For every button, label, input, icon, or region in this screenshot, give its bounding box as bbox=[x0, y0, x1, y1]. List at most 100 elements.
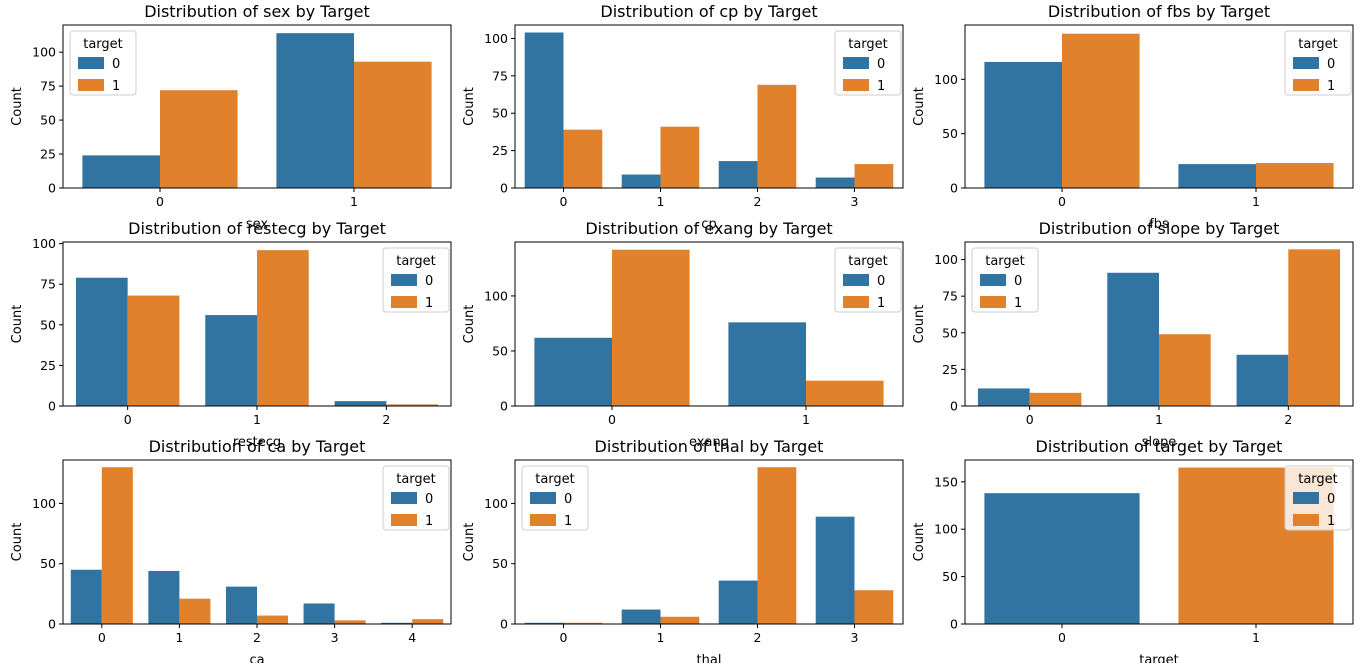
y-tick-label: 25 bbox=[492, 143, 508, 158]
x-axis-label: sex bbox=[246, 217, 269, 232]
legend-title: target bbox=[396, 254, 436, 269]
bar-cp-1-target-0 bbox=[621, 174, 661, 188]
legend-swatch-1 bbox=[530, 514, 556, 526]
bar-thal-1-target-1 bbox=[660, 616, 700, 624]
legend-swatch-1 bbox=[391, 296, 417, 308]
legend-entry-label: 0 bbox=[425, 492, 433, 507]
bar-ca-4-target-1 bbox=[412, 619, 444, 624]
axes-frame bbox=[964, 459, 1354, 625]
bar-slope-0-target-1 bbox=[1029, 392, 1082, 406]
legend: target 0 1 bbox=[382, 247, 450, 313]
x-tick-label: 3 bbox=[851, 194, 859, 209]
legend-title: target bbox=[848, 37, 888, 52]
y-tick-label: 50 bbox=[492, 343, 508, 358]
y-tick-label: 100 bbox=[934, 72, 958, 87]
x-axis-label: exang bbox=[689, 435, 729, 450]
legend-swatch-0 bbox=[530, 492, 556, 504]
y-tick-label: 0 bbox=[500, 617, 508, 632]
x-tick-label: 0 bbox=[560, 630, 568, 645]
x-axis-label: ca bbox=[249, 653, 264, 663]
bar-thal-3-target-1 bbox=[854, 590, 894, 624]
legend-entry-label: 0 bbox=[877, 274, 885, 289]
chart-title: Distribution of ca by Target bbox=[149, 437, 366, 456]
axes-frame bbox=[514, 459, 904, 625]
y-tick-label: 0 bbox=[950, 617, 958, 632]
legend-swatch-0 bbox=[1293, 57, 1319, 69]
bar-restecg-1-target-1 bbox=[257, 250, 309, 406]
subplot-ca: 0 50 100 0 1 2 3 4 Distribution of ca by Target c… bbox=[10, 437, 452, 663]
bar-sex-1-target-0 bbox=[276, 33, 354, 189]
x-tick-label: 0 bbox=[560, 194, 568, 209]
legend-swatch-0 bbox=[980, 274, 1006, 286]
x-axis-label: thal bbox=[697, 653, 722, 663]
chart-title: Distribution of sex by Target bbox=[144, 2, 370, 21]
y-axis-label: Count bbox=[912, 87, 927, 126]
axes-frame bbox=[514, 24, 904, 189]
bar-ca-3-target-0 bbox=[303, 603, 335, 624]
bar-slope-2-target-0 bbox=[1236, 354, 1289, 406]
x-tick-label: 4 bbox=[408, 630, 416, 645]
bar-thal-0-target-0 bbox=[524, 622, 564, 624]
y-tick-label: 150 bbox=[934, 474, 958, 489]
x-axis-label: restecg bbox=[233, 435, 281, 450]
subplot-sex: 0 25 50 75 100 0 1 Distribution of sex by Targe… bbox=[10, 2, 452, 232]
bar-cp-0-target-0 bbox=[524, 32, 564, 189]
legend-swatch-1 bbox=[1293, 514, 1319, 526]
bar-ca-2-target-0 bbox=[225, 586, 257, 624]
subplot-slope: 0 25 50 75 100 0 1 2 Distribution of slope by Ta… bbox=[912, 219, 1354, 450]
legend-swatch-0 bbox=[78, 57, 104, 69]
y-axis-label: Count bbox=[462, 87, 477, 126]
y-tick-label: 100 bbox=[484, 496, 508, 511]
axes-frame bbox=[62, 24, 452, 189]
bar-ca-0-target-0 bbox=[70, 569, 102, 624]
bar-restecg-2-target-1 bbox=[386, 404, 439, 406]
y-tick-label: 100 bbox=[484, 31, 508, 46]
bar-fbs-1-target-0 bbox=[1178, 164, 1256, 188]
bar-sex-1-target-1 bbox=[354, 61, 432, 188]
bar-slope-1-target-1 bbox=[1159, 334, 1211, 406]
y-tick-label: 50 bbox=[492, 106, 508, 121]
bar-thal-2-target-1 bbox=[757, 467, 797, 624]
x-tick-label: 2 bbox=[382, 412, 390, 427]
y-tick-label: 100 bbox=[484, 288, 508, 303]
y-tick-label: 25 bbox=[40, 358, 56, 373]
legend-title: target bbox=[535, 472, 575, 487]
y-axis-label: Count bbox=[10, 523, 25, 562]
legend-swatch-0 bbox=[843, 274, 869, 286]
subplot-cp: 0 25 50 75 100 0 1 2 3 Distribution of cp by Targ… bbox=[462, 2, 904, 232]
legend-swatch-1 bbox=[1293, 79, 1319, 91]
y-tick-label: 100 bbox=[934, 522, 958, 537]
legend-entry-label: 1 bbox=[877, 296, 885, 311]
legend-swatch-0 bbox=[843, 57, 869, 69]
legend-entry-label: 0 bbox=[564, 492, 572, 507]
y-tick-label: 25 bbox=[942, 362, 958, 377]
legend: target 0 1 bbox=[1284, 465, 1352, 531]
legend-entry-label: 1 bbox=[564, 514, 572, 529]
bar-thal-2-target-0 bbox=[718, 580, 758, 624]
x-tick-label: 3 bbox=[851, 630, 859, 645]
chart-title: Distribution of thal by Target bbox=[595, 437, 824, 456]
bar-exang-0-target-0 bbox=[534, 337, 612, 406]
chart-title: Distribution of slope by Target bbox=[1039, 219, 1280, 238]
legend-swatch-1 bbox=[391, 514, 417, 526]
x-tick-label: 0 bbox=[156, 194, 164, 209]
legend-entry-label: 0 bbox=[1327, 57, 1335, 72]
y-tick-label: 100 bbox=[32, 45, 56, 60]
x-axis-label: fbs bbox=[1149, 217, 1169, 232]
legend-swatch-1 bbox=[843, 79, 869, 91]
legend-entry-label: 0 bbox=[1014, 274, 1022, 289]
legend: target 0 1 bbox=[834, 30, 902, 96]
x-tick-label: 1 bbox=[1252, 194, 1260, 209]
axes-frame bbox=[514, 241, 904, 407]
bar-sex-0-target-0 bbox=[82, 155, 160, 188]
y-tick-label: 0 bbox=[500, 181, 508, 196]
bar-target-0-target-0 bbox=[984, 493, 1140, 624]
y-axis-label: Count bbox=[10, 305, 25, 344]
x-tick-label: 1 bbox=[657, 194, 665, 209]
x-tick-label: 1 bbox=[802, 412, 810, 427]
axes-frame bbox=[964, 24, 1354, 189]
x-tick-label: 0 bbox=[98, 630, 106, 645]
legend-swatch-0 bbox=[391, 492, 417, 504]
bar-ca-0-target-1 bbox=[101, 467, 133, 624]
x-tick-label: 0 bbox=[1058, 630, 1066, 645]
